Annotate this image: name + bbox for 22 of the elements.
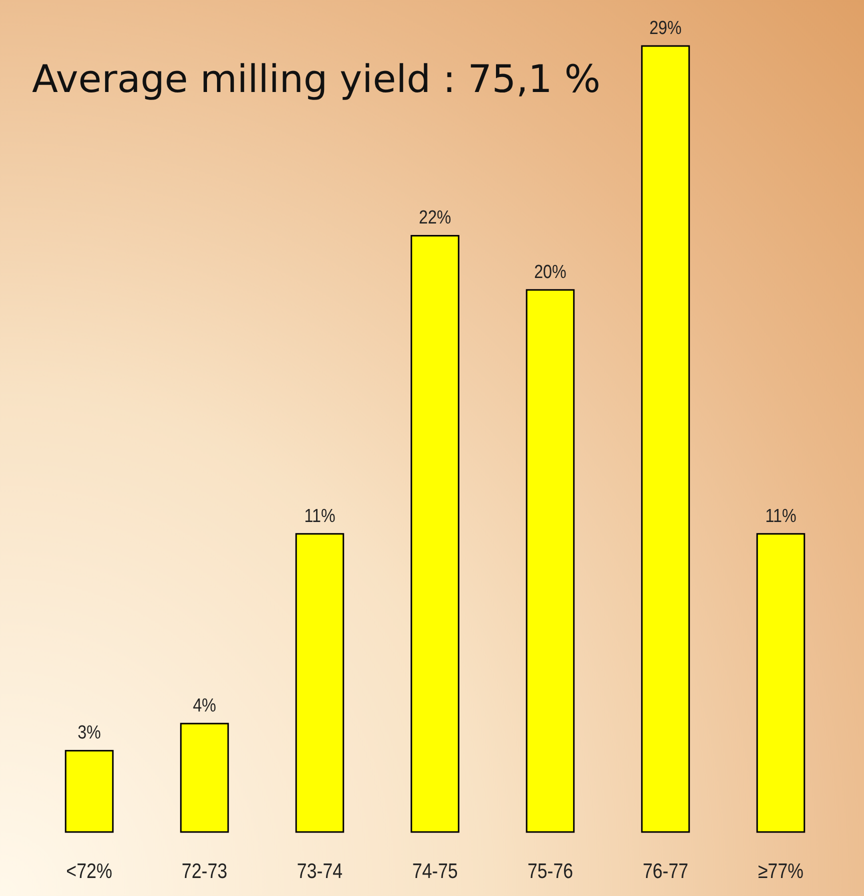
bar bbox=[295, 533, 344, 833]
data-label: 29% bbox=[649, 16, 682, 38]
x-tick-label: 76-77 bbox=[642, 860, 688, 884]
data-label: 11% bbox=[765, 504, 797, 526]
data-label: 3% bbox=[78, 721, 102, 743]
bar bbox=[756, 533, 806, 833]
bar bbox=[64, 750, 114, 833]
x-tick-label: <72% bbox=[66, 860, 112, 884]
data-label: 22% bbox=[418, 206, 452, 228]
bar bbox=[180, 722, 229, 833]
x-tick-label: 73-74 bbox=[296, 860, 343, 884]
bar bbox=[410, 234, 460, 833]
x-tick-label: ≥77% bbox=[758, 860, 804, 884]
x-tick-label: 74-75 bbox=[412, 860, 458, 884]
x-tick-label: 75-76 bbox=[527, 860, 574, 884]
data-label: 11% bbox=[304, 504, 336, 526]
data-label: 20% bbox=[534, 260, 567, 282]
chart-title: Average milling yield : 75,1 % bbox=[32, 57, 601, 101]
bar bbox=[641, 45, 690, 833]
x-tick-label: 72-73 bbox=[182, 860, 228, 884]
bar bbox=[526, 289, 575, 833]
data-label: 4% bbox=[192, 694, 216, 716]
